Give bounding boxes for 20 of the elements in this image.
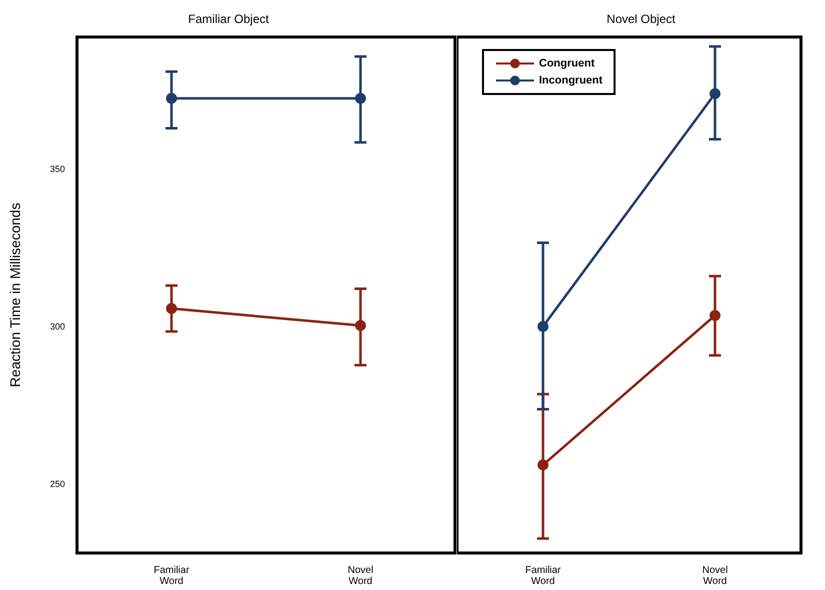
y-axis-title: Reaction Time in Milliseconds — [7, 202, 23, 388]
x-tick-label: Novel Word — [348, 565, 374, 587]
point — [166, 303, 177, 314]
chart-title: Familiar Object — [188, 12, 270, 26]
point — [710, 310, 720, 321]
x-tick-label: Novel Word — [702, 565, 728, 587]
point — [710, 88, 720, 100]
point — [538, 320, 548, 332]
y-tick-label: 300 — [50, 321, 65, 332]
x-tick-label: Familiar Word — [525, 565, 562, 587]
y-tick-label: 350 — [50, 164, 65, 174]
legend-label: Incongruent — [539, 74, 603, 86]
x-tick-label: Familiar Word — [154, 565, 190, 587]
point — [166, 92, 177, 104]
point — [538, 459, 548, 470]
point — [355, 320, 366, 332]
point — [355, 92, 366, 104]
y-tick-label: 250 — [50, 478, 65, 489]
legend-label: Congruent — [539, 58, 595, 70]
chart-title: Novel Object — [606, 12, 676, 26]
